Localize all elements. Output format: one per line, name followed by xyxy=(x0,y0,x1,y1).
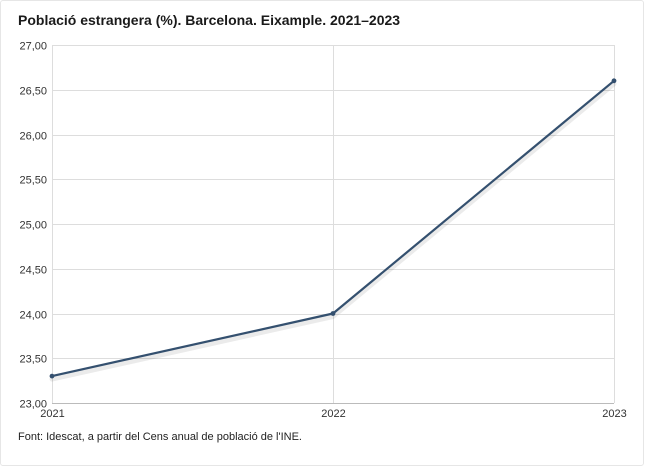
series-line-shadow xyxy=(49,81,617,382)
chart-title: Població estrangera (%). Barcelona. Eixa… xyxy=(18,12,401,28)
y-tick-label: 27,00 xyxy=(19,41,47,53)
source-note: Font: Idescat, a partir del Cens anual d… xyxy=(18,431,302,443)
y-tick-label: 23,50 xyxy=(19,354,47,366)
y-tick-label: 24,50 xyxy=(19,265,47,277)
y-tick-label: 25,50 xyxy=(19,175,47,187)
grid-layer xyxy=(52,45,615,404)
tick-label-layer: 23,00 23,50 24,00 24,50 25,00 25,50 26,00 26,50… xyxy=(19,41,626,421)
series-layer xyxy=(49,78,617,382)
y-tick-label: 24,00 xyxy=(19,310,47,322)
x-tick-label: 2022 xyxy=(321,408,345,420)
y-tick-label: 26,50 xyxy=(19,86,47,98)
y-tick-label: 26,00 xyxy=(19,131,47,143)
y-tick-label: 25,00 xyxy=(19,220,47,232)
x-tick-label: 2023 xyxy=(602,408,626,420)
x-tick-label: 2021 xyxy=(40,408,64,420)
y-tick-label: 23,00 xyxy=(19,399,47,411)
data-point[interactable] xyxy=(330,311,336,316)
data-point[interactable] xyxy=(611,78,617,84)
data-point[interactable] xyxy=(49,373,55,379)
